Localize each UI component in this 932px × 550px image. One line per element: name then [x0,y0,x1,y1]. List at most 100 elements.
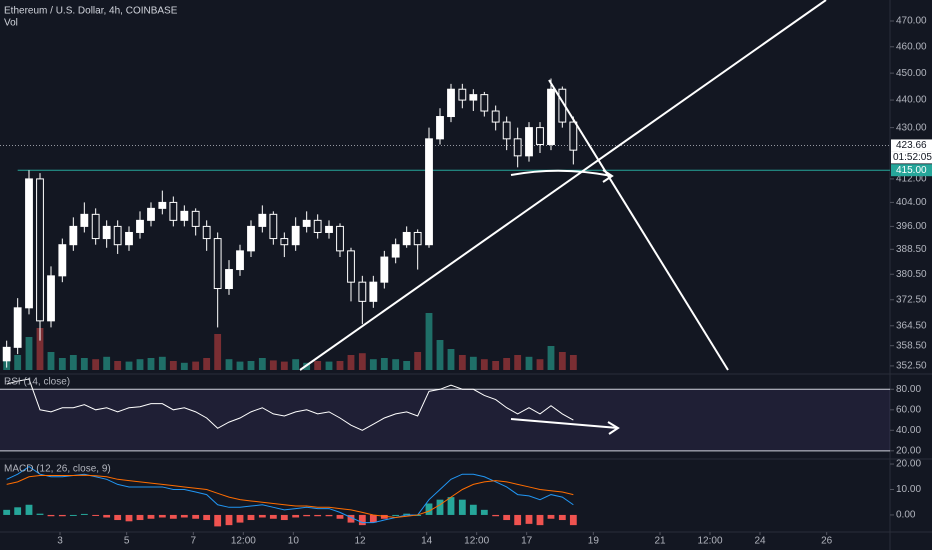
x-tick-label: 5 [124,536,130,547]
x-tick-label: 7 [191,536,197,547]
candle-body [191,210,200,227]
macd-histogram-bar [247,514,255,521]
volume-bar [436,340,444,370]
volume-bar [569,355,577,370]
y-tick-label: 60.00 [896,404,921,415]
macd-histogram-bar [547,514,555,519]
macd-histogram-bar [269,514,277,519]
macd-histogram-bar [25,504,33,515]
candle-body [80,213,89,227]
candle-body [236,250,244,271]
macd-histogram-bar [392,514,400,516]
candle-body [158,201,167,209]
candle-body [502,121,511,140]
last-price-box [891,139,932,152]
macd-histogram-bar [325,514,333,517]
macd-histogram-bar [314,514,322,517]
trend-line [548,79,729,371]
x-tick-label: 24 [754,536,766,547]
candle-body [58,244,67,277]
candle-body [180,210,189,221]
y-tick-label: 352.50 [896,361,927,372]
countdown-label: 01:52:05 [893,152,932,163]
volume-bar [114,361,122,370]
rsi-title: RSI (14, close) [4,377,70,388]
trend-line [299,0,827,371]
x-tick-label: 12:00 [697,536,722,547]
candle-body [369,281,378,302]
candle-body [358,281,367,302]
volume-bar [69,355,77,370]
macd-histogram-bar [503,514,511,521]
macd-histogram-bar [480,509,488,515]
candle-body [13,307,22,348]
macd-histogram-bar [425,503,433,515]
volume-bar [392,359,400,370]
candle-body [225,269,233,290]
y-tick-label: 0.00 [896,510,916,521]
candle-body [525,127,533,157]
volume-bar [325,361,333,370]
macd-histogram-bar [536,514,544,526]
arrow-curve [510,169,613,177]
volume-bar [125,361,133,370]
macd-histogram-bar [447,497,455,515]
candle-body [258,213,267,227]
macd-histogram-bar [525,514,533,524]
candle-body [413,231,422,246]
x-tick-label: 17 [521,536,533,547]
y-tick-label: 358.50 [896,340,927,351]
macd-histogram-bar [136,514,144,521]
candle-body [169,201,178,221]
macd-histogram-bar [403,513,411,515]
candle-body [391,244,400,258]
volume-bar [536,359,544,370]
volume-label: Vol [4,18,18,29]
candle-body [69,225,78,246]
volume-bar [514,355,522,370]
y-tick-label: 450.00 [896,68,927,79]
candle-body [447,88,455,118]
macd-histogram-bar [225,514,233,526]
volume-bar [169,361,177,370]
y-tick-label: 372.50 [896,294,927,305]
candle-body [380,256,389,283]
level-box [891,164,932,177]
y-tick-label: 20.00 [896,445,921,456]
macd-histogram-bar [436,499,444,515]
candle-body [91,213,100,240]
volume-bar [214,334,222,370]
volume-bar [358,353,366,370]
candle-body [113,225,122,246]
candle-body [47,275,55,322]
candle-body [491,110,500,123]
macd-histogram-bar [192,514,200,519]
y-tick-label: 364.50 [896,320,927,331]
volume-bar [25,337,33,370]
candle-body [547,88,555,145]
candle-body [202,225,211,240]
rsi-line [6,378,574,431]
y-tick-label: 440.00 [896,95,927,106]
candle-body [280,238,289,246]
y-tick-label: 20.00 [896,459,921,470]
arrow-head [602,169,614,183]
macd-histogram-bar [236,514,244,523]
macd-histogram-bar [158,514,166,518]
candle-body [480,94,489,112]
arrow-head [607,421,620,435]
volume-bar [480,359,488,370]
macd-histogram-bar [180,514,188,518]
macd-histogram-bar [36,513,44,515]
candle-body [136,219,144,233]
macd-histogram-bar [569,514,577,526]
candle-body [313,219,322,233]
candle-body [291,225,300,246]
volume-bar [447,349,455,370]
candle-body [402,231,411,246]
x-tick-label: 12:00 [464,536,489,547]
level-label: 415.00 [896,165,927,176]
candle-body [25,178,33,309]
macd-histogram-bar [203,514,211,521]
volume-bar [280,361,288,370]
